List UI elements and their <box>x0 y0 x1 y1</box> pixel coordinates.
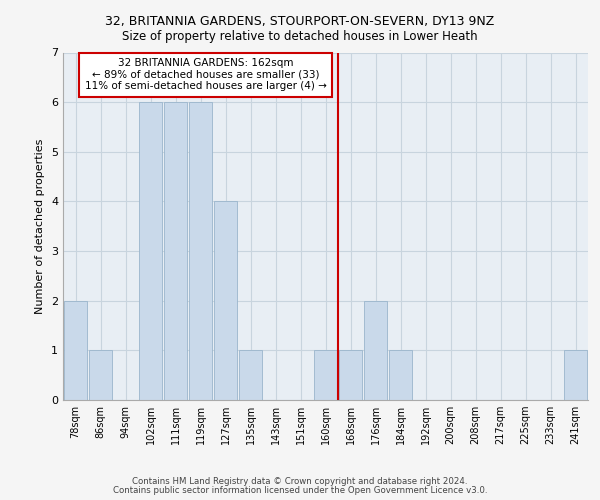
Bar <box>214 202 238 400</box>
Bar <box>188 102 212 400</box>
Bar <box>338 350 362 400</box>
Bar <box>314 350 337 400</box>
Text: Contains public sector information licensed under the Open Government Licence v3: Contains public sector information licen… <box>113 486 487 495</box>
Y-axis label: Number of detached properties: Number of detached properties <box>35 138 46 314</box>
Text: 32, BRITANNIA GARDENS, STOURPORT-ON-SEVERN, DY13 9NZ: 32, BRITANNIA GARDENS, STOURPORT-ON-SEVE… <box>106 15 494 28</box>
Bar <box>64 300 88 400</box>
Bar <box>89 350 112 400</box>
Text: Size of property relative to detached houses in Lower Heath: Size of property relative to detached ho… <box>122 30 478 43</box>
Bar <box>364 300 388 400</box>
Text: 32 BRITANNIA GARDENS: 162sqm
← 89% of detached houses are smaller (33)
11% of se: 32 BRITANNIA GARDENS: 162sqm ← 89% of de… <box>85 58 326 92</box>
Text: Contains HM Land Registry data © Crown copyright and database right 2024.: Contains HM Land Registry data © Crown c… <box>132 477 468 486</box>
Bar <box>389 350 412 400</box>
Bar <box>239 350 262 400</box>
Bar <box>563 350 587 400</box>
Bar <box>164 102 187 400</box>
Bar <box>139 102 163 400</box>
